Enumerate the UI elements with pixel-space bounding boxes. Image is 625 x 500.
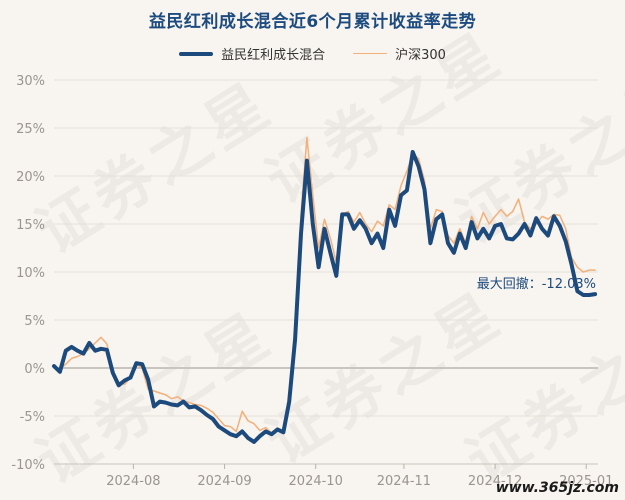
x-tick-label: 2024-12 (468, 474, 522, 489)
legend-label-fund: 益民红利成长混合 (221, 48, 326, 63)
y-tick-label: 0% (24, 362, 45, 377)
y-tick-label: -10% (11, 458, 45, 473)
y-tick-label: 5% (24, 314, 45, 329)
x-tick-label: 2024-10 (289, 474, 343, 489)
y-tick-label: -5% (20, 410, 45, 425)
y-tick-label: 25% (16, 122, 45, 137)
chart-title: 益民红利成长混合近6个月累计收益率走势 (148, 12, 477, 32)
legend-label-index: 沪深300 (395, 48, 446, 63)
y-tick-label: 30% (16, 74, 45, 89)
x-tick-label: 2024-09 (197, 474, 251, 489)
legend-swatch-fund (179, 51, 214, 56)
x-tick-label: 2025-01 (559, 474, 613, 489)
y-tick-label: 10% (16, 266, 45, 281)
legend-swatch-index (353, 53, 388, 54)
legend-item-fund[interactable]: 益民红利成长混合 (179, 44, 325, 63)
y-tick-label: 15% (16, 218, 45, 233)
legend-item-index[interactable]: 沪深300 (353, 44, 446, 63)
legend: 益民红利成长混合 沪深300 (0, 44, 625, 63)
y-tick-label: 20% (16, 170, 45, 185)
x-tick-label: 2024-08 (106, 474, 160, 489)
series-line-index (53, 136, 596, 435)
site-watermark: www.365jz.com (495, 480, 619, 496)
max-drawdown-label: 最大回撤：-12.03% (477, 276, 596, 292)
series-line-fund (52, 150, 598, 444)
x-tick-label: 2024-11 (377, 474, 431, 489)
